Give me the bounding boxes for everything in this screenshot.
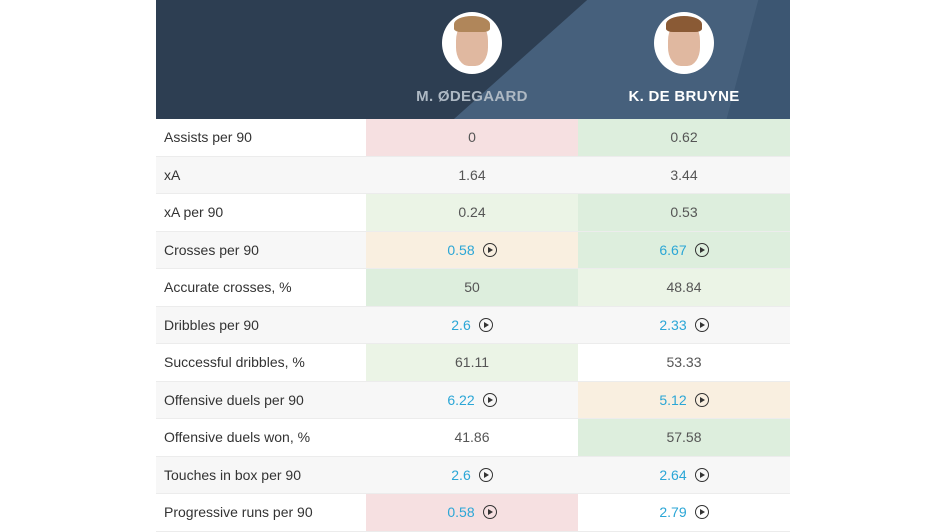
- play-video-icon[interactable]: [694, 505, 709, 520]
- play-video-icon[interactable]: [482, 392, 497, 407]
- value-text[interactable]: 2.79: [659, 504, 687, 521]
- metric-value[interactable]: 0.58: [366, 231, 578, 268]
- metric-value[interactable]: 2.79: [578, 494, 790, 531]
- play-video-icon[interactable]: [482, 242, 497, 257]
- value-text: 0: [468, 129, 476, 146]
- table-row: Offensive duels per 90 6.22 5.12: [156, 381, 790, 419]
- metric-label: Crosses per 90: [156, 231, 366, 268]
- comparison-table: M. ØDEGAARD K. DE BRUYNE Assists per 90 0…: [156, 0, 790, 532]
- table-row: Offensive duels won, % 41.86 57.58: [156, 419, 790, 457]
- metric-label: xA per 90: [156, 194, 366, 231]
- metric-label: Assists per 90: [156, 119, 366, 156]
- play-video-icon[interactable]: [694, 467, 709, 482]
- play-video-icon[interactable]: [694, 392, 709, 407]
- value-text[interactable]: 0.58: [447, 504, 475, 521]
- metric-value[interactable]: 5.12: [578, 381, 790, 418]
- metric-label: Touches in box per 90: [156, 456, 366, 493]
- value-text[interactable]: 6.67: [659, 241, 687, 258]
- table-row: Progressive runs per 90 0.58 2.79: [156, 494, 790, 532]
- metric-value: 0: [366, 119, 578, 156]
- value-text[interactable]: 6.22: [447, 391, 475, 408]
- table-row: Assists per 90 0 0.62: [156, 119, 790, 157]
- value-text: 41.86: [454, 429, 490, 446]
- metric-value[interactable]: 2.6: [366, 456, 578, 493]
- value-text[interactable]: 0.58: [447, 241, 475, 258]
- metric-value: 3.44: [578, 156, 790, 193]
- metric-label: Offensive duels won, %: [156, 419, 366, 456]
- metric-value: 0.53: [578, 194, 790, 231]
- table-row: xA per 90 0.24 0.53: [156, 194, 790, 232]
- play-video-icon[interactable]: [694, 317, 709, 332]
- metric-value: 41.86: [366, 419, 578, 456]
- table-row: Touches in box per 90 2.6 2.64: [156, 456, 790, 494]
- metric-label: Successful dribbles, %: [156, 344, 366, 381]
- play-video-icon[interactable]: [478, 467, 493, 482]
- metric-value[interactable]: 0.58: [366, 494, 578, 531]
- metric-value[interactable]: 6.22: [366, 381, 578, 418]
- table-row: Successful dribbles, % 61.11 53.33: [156, 344, 790, 382]
- table-row: Accurate crosses, % 50 48.84: [156, 269, 790, 307]
- table-row: Crosses per 90 0.58 6.67: [156, 231, 790, 269]
- table-header: M. ØDEGAARD K. DE BRUYNE: [156, 0, 790, 119]
- value-text: 61.11: [455, 354, 489, 371]
- value-text[interactable]: 2.64: [659, 466, 687, 483]
- value-text: 48.84: [666, 279, 702, 296]
- metric-value[interactable]: 2.33: [578, 306, 790, 343]
- metric-value[interactable]: 6.67: [578, 231, 790, 268]
- value-text[interactable]: 2.33: [659, 316, 687, 333]
- metric-value[interactable]: 2.64: [578, 456, 790, 493]
- play-video-icon[interactable]: [482, 505, 497, 520]
- metric-value: 61.11: [366, 344, 578, 381]
- player-avatar: [654, 12, 714, 74]
- player-name: K. DE BRUYNE: [628, 88, 740, 105]
- value-text[interactable]: 2.6: [451, 316, 471, 333]
- value-text: 53.33: [666, 354, 702, 371]
- value-text: 57.58: [666, 429, 702, 446]
- metric-label: Offensive duels per 90: [156, 381, 366, 418]
- value-text: 3.44: [670, 166, 698, 183]
- metric-value: 53.33: [578, 344, 790, 381]
- metric-value[interactable]: 2.6: [366, 306, 578, 343]
- metric-value: 0.24: [366, 194, 578, 231]
- player-avatar: [442, 12, 502, 74]
- play-video-icon[interactable]: [478, 317, 493, 332]
- play-video-icon[interactable]: [694, 242, 709, 257]
- metric-label: xA: [156, 156, 366, 193]
- metric-label: Progressive runs per 90: [156, 494, 366, 531]
- metric-value: 0.62: [578, 119, 790, 156]
- player-name: M. ØDEGAARD: [416, 88, 528, 105]
- value-text: 1.64: [458, 166, 486, 183]
- value-text: 0.62: [670, 129, 698, 146]
- metric-value: 48.84: [578, 269, 790, 306]
- metric-label: Accurate crosses, %: [156, 269, 366, 306]
- value-text[interactable]: 5.12: [659, 391, 687, 408]
- player-column-de-bruyne: K. DE BRUYNE: [578, 12, 790, 105]
- metric-value: 50: [366, 269, 578, 306]
- player-column-odegaard: M. ØDEGAARD: [366, 12, 578, 105]
- value-text[interactable]: 2.6: [451, 466, 471, 483]
- metric-value: 57.58: [578, 419, 790, 456]
- metric-value: 1.64: [366, 156, 578, 193]
- value-text: 0.53: [670, 204, 698, 221]
- table-row: xA 1.64 3.44: [156, 156, 790, 194]
- table-row: Dribbles per 90 2.6 2.33: [156, 306, 790, 344]
- value-text: 0.24: [458, 204, 486, 221]
- value-text: 50: [464, 279, 480, 296]
- metric-label: Dribbles per 90: [156, 306, 366, 343]
